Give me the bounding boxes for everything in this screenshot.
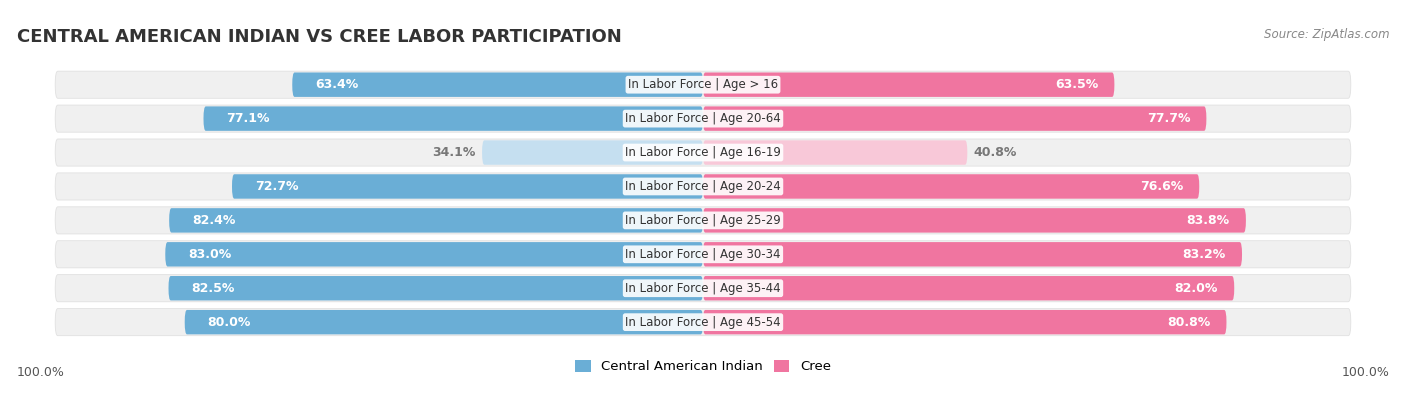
Text: 82.5%: 82.5% [191,282,235,295]
FancyBboxPatch shape [703,140,967,165]
FancyBboxPatch shape [55,139,1351,166]
Text: 77.1%: 77.1% [226,112,270,125]
Legend: Central American Indian, Cree: Central American Indian, Cree [569,354,837,378]
Text: In Labor Force | Age 30-34: In Labor Force | Age 30-34 [626,248,780,261]
Text: 34.1%: 34.1% [432,146,475,159]
FancyBboxPatch shape [55,241,1351,268]
Text: 77.7%: 77.7% [1147,112,1191,125]
FancyBboxPatch shape [55,275,1351,302]
Text: Source: ZipAtlas.com: Source: ZipAtlas.com [1264,28,1389,41]
FancyBboxPatch shape [703,242,1241,267]
FancyBboxPatch shape [482,140,703,165]
FancyBboxPatch shape [703,208,1246,233]
Text: 80.8%: 80.8% [1167,316,1211,329]
Text: In Labor Force | Age 20-64: In Labor Force | Age 20-64 [626,112,780,125]
Text: 100.0%: 100.0% [17,366,65,379]
Text: 82.4%: 82.4% [191,214,235,227]
Text: 80.0%: 80.0% [207,316,250,329]
FancyBboxPatch shape [204,106,703,131]
FancyBboxPatch shape [55,308,1351,336]
Text: In Labor Force | Age 20-24: In Labor Force | Age 20-24 [626,180,780,193]
FancyBboxPatch shape [703,276,1234,301]
Text: 72.7%: 72.7% [254,180,298,193]
FancyBboxPatch shape [55,71,1351,98]
Text: In Labor Force | Age 45-54: In Labor Force | Age 45-54 [626,316,780,329]
FancyBboxPatch shape [184,310,703,335]
Text: 100.0%: 100.0% [1341,366,1389,379]
Text: In Labor Force | Age 35-44: In Labor Force | Age 35-44 [626,282,780,295]
FancyBboxPatch shape [169,276,703,301]
Text: CENTRAL AMERICAN INDIAN VS CREE LABOR PARTICIPATION: CENTRAL AMERICAN INDIAN VS CREE LABOR PA… [17,28,621,46]
Text: 40.8%: 40.8% [974,146,1017,159]
FancyBboxPatch shape [55,105,1351,132]
FancyBboxPatch shape [703,106,1206,131]
Text: 63.4%: 63.4% [315,78,359,91]
FancyBboxPatch shape [166,242,703,267]
Text: 83.0%: 83.0% [188,248,231,261]
FancyBboxPatch shape [703,72,1115,97]
Text: 83.2%: 83.2% [1182,248,1226,261]
Text: 76.6%: 76.6% [1140,180,1182,193]
FancyBboxPatch shape [55,207,1351,234]
Text: In Labor Force | Age 16-19: In Labor Force | Age 16-19 [626,146,780,159]
FancyBboxPatch shape [703,174,1199,199]
Text: In Labor Force | Age 25-29: In Labor Force | Age 25-29 [626,214,780,227]
Text: 63.5%: 63.5% [1054,78,1098,91]
FancyBboxPatch shape [169,208,703,233]
FancyBboxPatch shape [232,174,703,199]
Text: 82.0%: 82.0% [1174,282,1218,295]
Text: In Labor Force | Age > 16: In Labor Force | Age > 16 [628,78,778,91]
FancyBboxPatch shape [292,72,703,97]
Text: 83.8%: 83.8% [1187,214,1230,227]
FancyBboxPatch shape [703,310,1226,335]
FancyBboxPatch shape [55,173,1351,200]
